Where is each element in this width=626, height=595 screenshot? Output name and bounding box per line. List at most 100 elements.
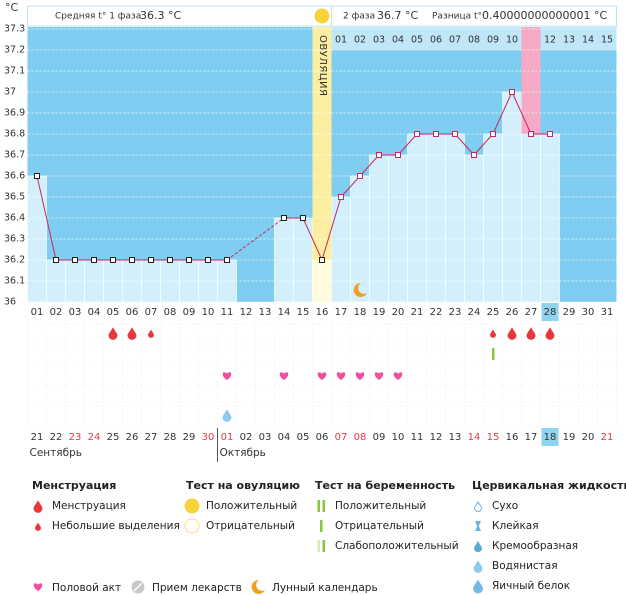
temp-point: [395, 152, 401, 158]
y-tick-label: 36.1: [4, 276, 25, 287]
menstruation-icon: [33, 500, 43, 513]
y-tick-label: 37.1: [4, 66, 25, 77]
date: 03: [259, 432, 272, 443]
header-phase2-avg: 36.7 °C: [377, 9, 418, 22]
month-label: Октябрь: [220, 447, 266, 459]
ovulation-label: ОВУЛЯЦИЯ: [317, 35, 328, 97]
phase2-strip: [331, 27, 617, 50]
cycle-day: 30: [582, 307, 595, 318]
ovulation-test-icon: [184, 518, 200, 534]
date: 21: [31, 432, 44, 443]
gap-connector: [226, 217, 285, 261]
temp-point: [357, 173, 363, 179]
legend-item: Клейкая: [492, 520, 539, 532]
date: 13: [449, 432, 462, 443]
temp-point: [452, 131, 458, 137]
cycle-day: 04: [88, 307, 101, 318]
legend-item: Положительный: [335, 500, 426, 512]
moon-icon: [251, 579, 265, 594]
temp-point: [509, 89, 515, 95]
cycle-day: 06: [126, 307, 139, 318]
date: 17: [525, 432, 538, 443]
pregnancy-test-icon: [492, 348, 495, 360]
date: 10: [392, 432, 405, 443]
date: 19: [563, 432, 576, 443]
y-tick-label: 36.6: [4, 171, 25, 182]
cycle-day: 18: [354, 307, 367, 318]
menstruation-icon: [127, 327, 137, 340]
cycle-day: 11: [221, 307, 234, 318]
temp-point: [148, 257, 154, 263]
temp-point: [167, 257, 173, 263]
phase2-day: 10: [506, 35, 518, 46]
ovulation-test-icon: [184, 498, 200, 514]
cervical-icon: [473, 560, 483, 573]
y-tick-label: 36.5: [4, 192, 25, 203]
legend-title: Тест на овуляцию: [186, 479, 300, 492]
intercourse-icon: [222, 372, 232, 380]
legend-item: Положительный: [206, 500, 297, 512]
cycle-day: 03: [69, 307, 82, 318]
phase2-day: 06: [430, 35, 442, 46]
intercourse-icon: [374, 372, 384, 380]
y-tick-label: 37.2: [4, 45, 25, 56]
menstruation-icon: [490, 329, 497, 338]
cycle-day: 22: [430, 307, 443, 318]
ovulation-test-icon: [314, 8, 330, 24]
temp-point: [414, 131, 420, 137]
date: 25: [107, 432, 120, 443]
date: 06: [316, 432, 329, 443]
cycle-day: 21: [411, 307, 424, 318]
cycle-day: 02: [50, 307, 63, 318]
pill-slash: [133, 582, 143, 592]
legend-item: Небольшие выделения: [52, 520, 180, 532]
date: 29: [183, 432, 196, 443]
cycle-day: 13: [259, 307, 272, 318]
cycle-day: 05: [107, 307, 120, 318]
cycle-day: 25: [487, 307, 500, 318]
legend-title: Цервикальная жидкость: [472, 479, 626, 492]
cycle-day: 15: [297, 307, 310, 318]
date: 18: [544, 432, 557, 443]
y-tick-label: 36.2: [4, 255, 25, 266]
cycle-day: 27: [525, 307, 538, 318]
legend-item: Прием лекарств: [152, 582, 242, 594]
temp-point: [72, 257, 78, 263]
phase2-day: 12: [544, 35, 556, 46]
date: 24: [88, 432, 101, 443]
date: 08: [354, 432, 367, 443]
temp-point: [528, 131, 534, 137]
intercourse-icon: [279, 372, 289, 380]
moon-icon: [353, 282, 367, 297]
cycle-day: 24: [468, 307, 481, 318]
cervical-icon: [222, 409, 232, 422]
menstruation-icon: [108, 327, 118, 340]
legend-item: Менструация: [52, 500, 126, 512]
intercourse-icon: [317, 372, 327, 380]
temp-point: [34, 173, 40, 179]
phase2-day: 01: [335, 35, 347, 46]
cycle-day: 31: [601, 307, 614, 318]
header-phase1-label: Средняя t° 1 фаза: [55, 12, 141, 22]
cycle-day: 16: [316, 307, 329, 318]
date: 01: [221, 432, 234, 443]
y-tick-label: 36: [4, 297, 16, 308]
y-tick-label: 36.8: [4, 129, 25, 140]
date: 22: [50, 432, 63, 443]
cycle-day: 26: [506, 307, 519, 318]
menstruation-icon: [35, 522, 41, 531]
ovulation-lower: [312, 260, 332, 302]
intercourse-icon: [33, 583, 43, 591]
y-tick-label: 37: [4, 87, 16, 98]
cycle-day: 07: [145, 307, 158, 318]
legend-item: Отрицательный: [335, 520, 424, 532]
menstruation-icon: [507, 327, 517, 340]
legend-title: Менструация: [32, 479, 116, 492]
cycle-day: 29: [563, 307, 576, 318]
legend-item: Сухо: [492, 500, 518, 512]
legend-item: Лунный календарь: [272, 582, 378, 594]
phase2-day: 13: [563, 35, 575, 46]
pill-icon: [131, 580, 145, 594]
date: 27: [145, 432, 158, 443]
